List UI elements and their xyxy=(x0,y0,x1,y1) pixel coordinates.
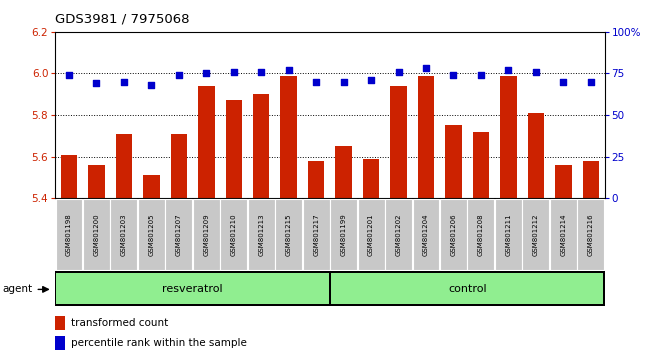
Point xyxy=(421,65,431,71)
Text: GSM801211: GSM801211 xyxy=(506,213,512,256)
Point xyxy=(64,72,74,78)
Point xyxy=(229,69,239,75)
Point xyxy=(174,72,184,78)
Point xyxy=(339,79,349,85)
Text: GSM801212: GSM801212 xyxy=(533,213,539,256)
FancyBboxPatch shape xyxy=(358,199,385,270)
FancyBboxPatch shape xyxy=(111,199,137,270)
Point xyxy=(530,69,541,75)
FancyBboxPatch shape xyxy=(523,199,549,270)
Point xyxy=(393,69,404,75)
Point xyxy=(476,72,486,78)
Text: GSM801206: GSM801206 xyxy=(450,213,456,256)
Point xyxy=(201,71,211,76)
Bar xyxy=(116,134,132,198)
FancyBboxPatch shape xyxy=(220,199,247,270)
Text: GDS3981 / 7975068: GDS3981 / 7975068 xyxy=(55,12,190,25)
Text: percentile rank within the sample: percentile rank within the sample xyxy=(71,338,246,348)
Bar xyxy=(555,165,571,198)
Point xyxy=(119,79,129,85)
Text: GSM801204: GSM801204 xyxy=(423,213,429,256)
Point xyxy=(256,69,266,75)
Text: GSM801199: GSM801199 xyxy=(341,213,346,256)
Bar xyxy=(170,134,187,198)
Bar xyxy=(500,75,517,198)
FancyBboxPatch shape xyxy=(330,199,357,270)
Text: GSM801217: GSM801217 xyxy=(313,213,319,256)
Text: GSM801215: GSM801215 xyxy=(286,213,292,256)
Text: GSM801216: GSM801216 xyxy=(588,213,593,256)
Text: GSM801202: GSM801202 xyxy=(396,213,402,256)
Text: GSM801213: GSM801213 xyxy=(258,213,264,256)
Bar xyxy=(143,175,160,198)
FancyBboxPatch shape xyxy=(138,199,165,270)
Bar xyxy=(55,336,65,350)
Point xyxy=(586,79,596,85)
FancyBboxPatch shape xyxy=(275,199,302,270)
Text: transformed count: transformed count xyxy=(71,318,168,328)
FancyBboxPatch shape xyxy=(467,199,495,270)
Bar xyxy=(280,75,297,198)
Bar xyxy=(55,316,65,330)
Bar xyxy=(528,113,544,198)
Point xyxy=(503,67,514,73)
Bar xyxy=(335,146,352,198)
FancyBboxPatch shape xyxy=(193,199,220,270)
FancyBboxPatch shape xyxy=(55,199,83,270)
Bar xyxy=(88,165,105,198)
Point xyxy=(283,67,294,73)
FancyBboxPatch shape xyxy=(165,199,192,270)
Bar xyxy=(308,161,324,198)
Text: GSM801208: GSM801208 xyxy=(478,213,484,256)
FancyBboxPatch shape xyxy=(385,199,412,270)
FancyBboxPatch shape xyxy=(83,199,110,270)
Text: GSM801205: GSM801205 xyxy=(148,213,154,256)
Point xyxy=(366,77,376,83)
Bar xyxy=(582,161,599,198)
Bar xyxy=(418,75,434,198)
Text: control: control xyxy=(448,284,486,293)
Bar xyxy=(57,273,329,304)
Bar xyxy=(253,94,270,198)
Text: resveratrol: resveratrol xyxy=(162,284,223,293)
Bar xyxy=(60,155,77,198)
Text: GSM801201: GSM801201 xyxy=(368,213,374,256)
Bar xyxy=(331,273,603,304)
Text: GSM801209: GSM801209 xyxy=(203,213,209,256)
Point xyxy=(311,79,321,85)
Text: GSM801210: GSM801210 xyxy=(231,213,237,256)
FancyBboxPatch shape xyxy=(440,199,467,270)
Text: agent: agent xyxy=(3,284,32,294)
Bar xyxy=(390,86,407,198)
Text: GSM801203: GSM801203 xyxy=(121,213,127,256)
Bar xyxy=(473,132,489,198)
Bar xyxy=(226,101,242,198)
Text: GSM801207: GSM801207 xyxy=(176,213,182,256)
FancyBboxPatch shape xyxy=(495,199,522,270)
FancyBboxPatch shape xyxy=(550,199,577,270)
Text: GSM801214: GSM801214 xyxy=(560,213,566,256)
Point xyxy=(91,81,101,86)
Point xyxy=(448,72,459,78)
Bar xyxy=(363,159,380,198)
Point xyxy=(146,82,157,88)
FancyBboxPatch shape xyxy=(413,199,439,270)
Text: GSM801200: GSM801200 xyxy=(94,213,99,256)
FancyBboxPatch shape xyxy=(303,199,330,270)
FancyBboxPatch shape xyxy=(577,199,605,270)
Bar xyxy=(198,86,214,198)
Text: GSM801198: GSM801198 xyxy=(66,213,72,256)
Point xyxy=(558,79,569,85)
Bar xyxy=(445,125,462,198)
FancyBboxPatch shape xyxy=(248,199,275,270)
